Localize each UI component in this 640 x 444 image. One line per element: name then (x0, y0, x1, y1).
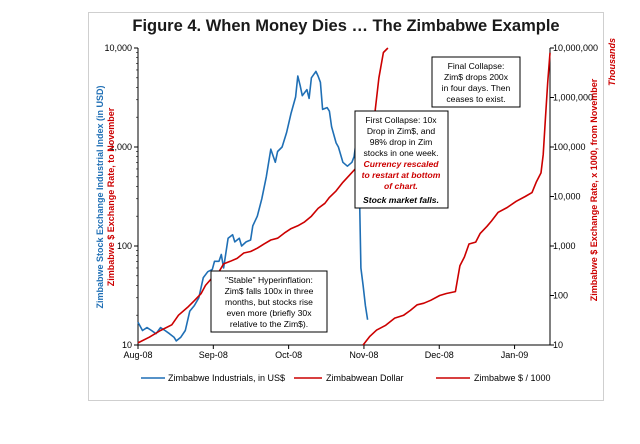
first-red-line-1: Currency rescaled (364, 159, 440, 169)
right-tick-label: 10,000 (553, 192, 581, 202)
legend-item-industrials: Zimbabwe Industrials, in US$ (141, 373, 285, 383)
final-line-2: Zim$ drops 200x (444, 72, 509, 82)
stable-line-2: Zim$ falls 100x in three (225, 286, 314, 296)
right-tick-label: 10 (553, 340, 563, 350)
legend-label-zim-per-1000: Zimbabwe $ / 1000 (474, 373, 551, 383)
left-tick-label: 100 (117, 241, 132, 251)
first-line-2: Drop in Zim$, and (367, 126, 436, 136)
first-bottom-line: Stock market falls. (363, 195, 439, 205)
legend-label-industrials: Zimbabwe Industrials, in US$ (168, 373, 285, 383)
annotation-final-collapse: Final Collapse: Zim$ drops 200x in four … (431, 56, 521, 108)
x-tick-label: Oct-08 (275, 350, 302, 360)
x-tick-label: Dec-08 (425, 350, 454, 360)
legend-item-zim-per-1000: Zimbabwe $ / 1000 (436, 373, 551, 383)
first-line-3: 98% drop in Zim (370, 137, 433, 147)
left-tick-label: 1,000 (109, 142, 132, 152)
annotation-stable-hyperinflation: "Stable" Hyperinflation: Zim$ falls 100x… (210, 270, 328, 333)
final-line-3: in four days. Then (442, 83, 511, 93)
first-red-line-2: to restart at bottom (362, 170, 441, 180)
x-tick-label: Aug-08 (123, 350, 152, 360)
stable-line-1: "Stable" Hyperinflation: (225, 275, 313, 285)
left-tick-label: 10 (122, 340, 132, 350)
stable-line-4: even more (briefly 30x (226, 308, 312, 318)
right-tick-label: 100,000 (553, 142, 586, 152)
legend: Zimbabwe Industrials, in US$ Zimbabwean … (141, 373, 551, 383)
series-line-2 (362, 52, 551, 346)
first-line-1: First Collapse: 10x (365, 115, 437, 125)
annotation-first-collapse: First Collapse: 10x Drop in Zim$, and 98… (354, 110, 449, 209)
right-tick-label: 10,000,000 (553, 43, 598, 53)
left-tick-label: 10,000 (104, 43, 132, 53)
final-line-4: ceases to exist. (446, 94, 505, 104)
legend-label-zimbabwean-dollar: Zimbabwean Dollar (326, 373, 404, 383)
chart-title: Figure 4. When Money Dies … The Zimbabwe… (132, 17, 560, 35)
first-red-line-3: of chart. (384, 181, 418, 191)
x-tick-label: Sep-08 (199, 350, 228, 360)
stable-line-5: relative to the Zim$). (230, 319, 308, 329)
right-tick-label: 1,000 (553, 241, 576, 251)
right-axis-label-2: Zimbabwe $ Exchange Rate, x 1000, from N… (589, 78, 599, 301)
final-line-1: Final Collapse: (448, 61, 505, 71)
first-line-4: stocks in one week. (364, 148, 439, 158)
right-axis-label-1: Thousands (607, 38, 617, 86)
left-axis-label-1: Zimbabwe Stock Exchange Industrial Index… (95, 85, 105, 308)
right-tick-label: 1,000,000 (553, 93, 593, 103)
x-tick-label: Nov-08 (349, 350, 378, 360)
stable-line-3: months, but stocks rise (225, 297, 313, 307)
left-axis-label-2: Zimbabwe $ Exchange Rate, to November (106, 107, 116, 286)
x-tick-label: Jan-09 (501, 350, 529, 360)
right-tick-label: 100 (553, 291, 568, 301)
legend-item-zimbabwean-dollar: Zimbabwean Dollar (294, 373, 404, 383)
series-line-0 (137, 70, 369, 342)
